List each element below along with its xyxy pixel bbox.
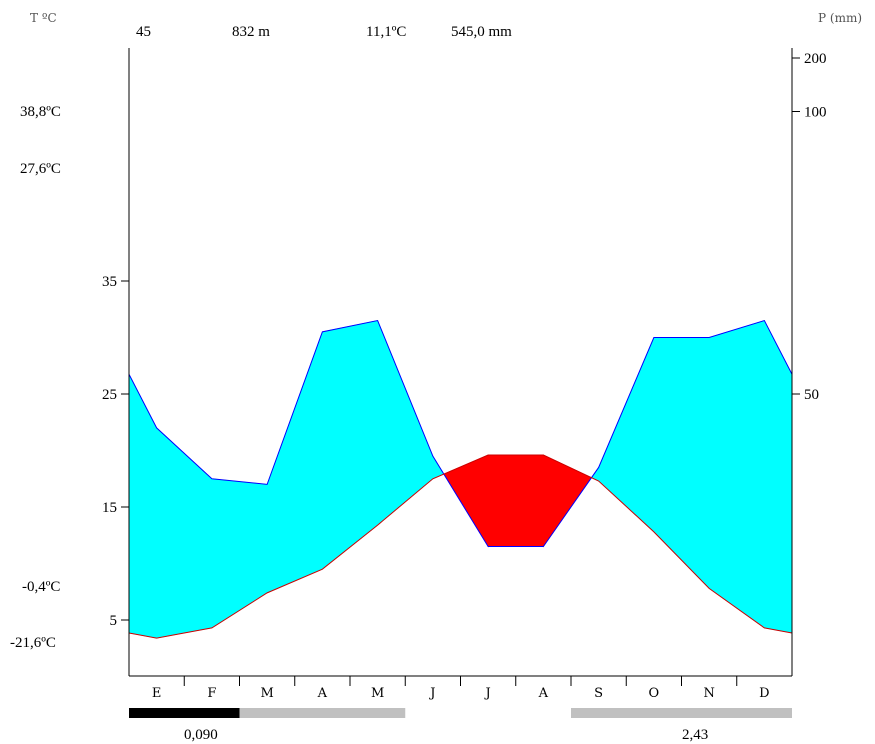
left-tick-label: 5 (110, 613, 118, 629)
humid-period-area (598, 337, 655, 533)
dry-period-area (443, 454, 489, 548)
month-label: J (428, 686, 435, 701)
chart-areas (128, 320, 793, 639)
month-label: J (484, 686, 491, 701)
frost-probable-bar-autumn (571, 708, 792, 718)
left-tick-label: 35 (102, 274, 117, 290)
humid-period-area (708, 320, 765, 629)
humid-period-area (156, 427, 213, 639)
right-tick-label: 50 (804, 387, 819, 403)
dry-period-area (543, 454, 592, 548)
chart-ticks: 5 15 25 35 50 100 200 E F M A M J J A S O N D (102, 51, 827, 701)
precipitation-line (128, 319, 793, 548)
station-number: 45 (136, 24, 151, 40)
frost-bars (129, 708, 792, 718)
frost-sure-bar (129, 708, 240, 718)
month-label: D (759, 686, 769, 701)
left-tick-label: 25 (102, 387, 117, 403)
precipitation-unit-label: P (mm) (818, 11, 863, 25)
left-tick-label: 15 (102, 500, 117, 516)
annual-precipitation: 545,0 mm (451, 24, 512, 40)
absolute-max-temperature: 38,8ºC (20, 104, 61, 120)
frost-right-value: 2,43 (682, 727, 709, 743)
month-label: S (594, 686, 603, 701)
humid-period-area (653, 337, 710, 590)
month-label: A (317, 686, 328, 701)
temperature-line (128, 454, 793, 639)
month-label: M (260, 686, 273, 701)
month-label: N (703, 686, 714, 701)
month-label: O (649, 686, 660, 701)
right-tick-label: 200 (804, 51, 827, 67)
frost-probable-bar-spring (239, 708, 406, 718)
right-tick-label: 100 (804, 105, 827, 121)
mean-max-warmest-month: 27,6ºC (20, 161, 61, 177)
mean-min-coldest-month: -0,4ºC (22, 579, 61, 595)
humid-period-area (211, 478, 268, 629)
month-label: F (207, 686, 216, 701)
month-label: M (371, 686, 384, 701)
month-label: E (152, 686, 162, 701)
month-label: A (538, 686, 549, 701)
chart-lines (128, 319, 793, 639)
mean-temperature: 11,1ºC (366, 24, 407, 40)
frost-left-value: 0,090 (184, 727, 218, 743)
humid-period-area (128, 374, 157, 639)
dry-period-area (487, 454, 544, 547)
absolute-min-temperature: -21,6ºC (10, 635, 56, 651)
altitude: 832 m (232, 24, 270, 40)
humid-period-area (377, 320, 434, 526)
temperature-unit-label: T ºC (30, 11, 57, 25)
humid-period-area (764, 320, 793, 634)
